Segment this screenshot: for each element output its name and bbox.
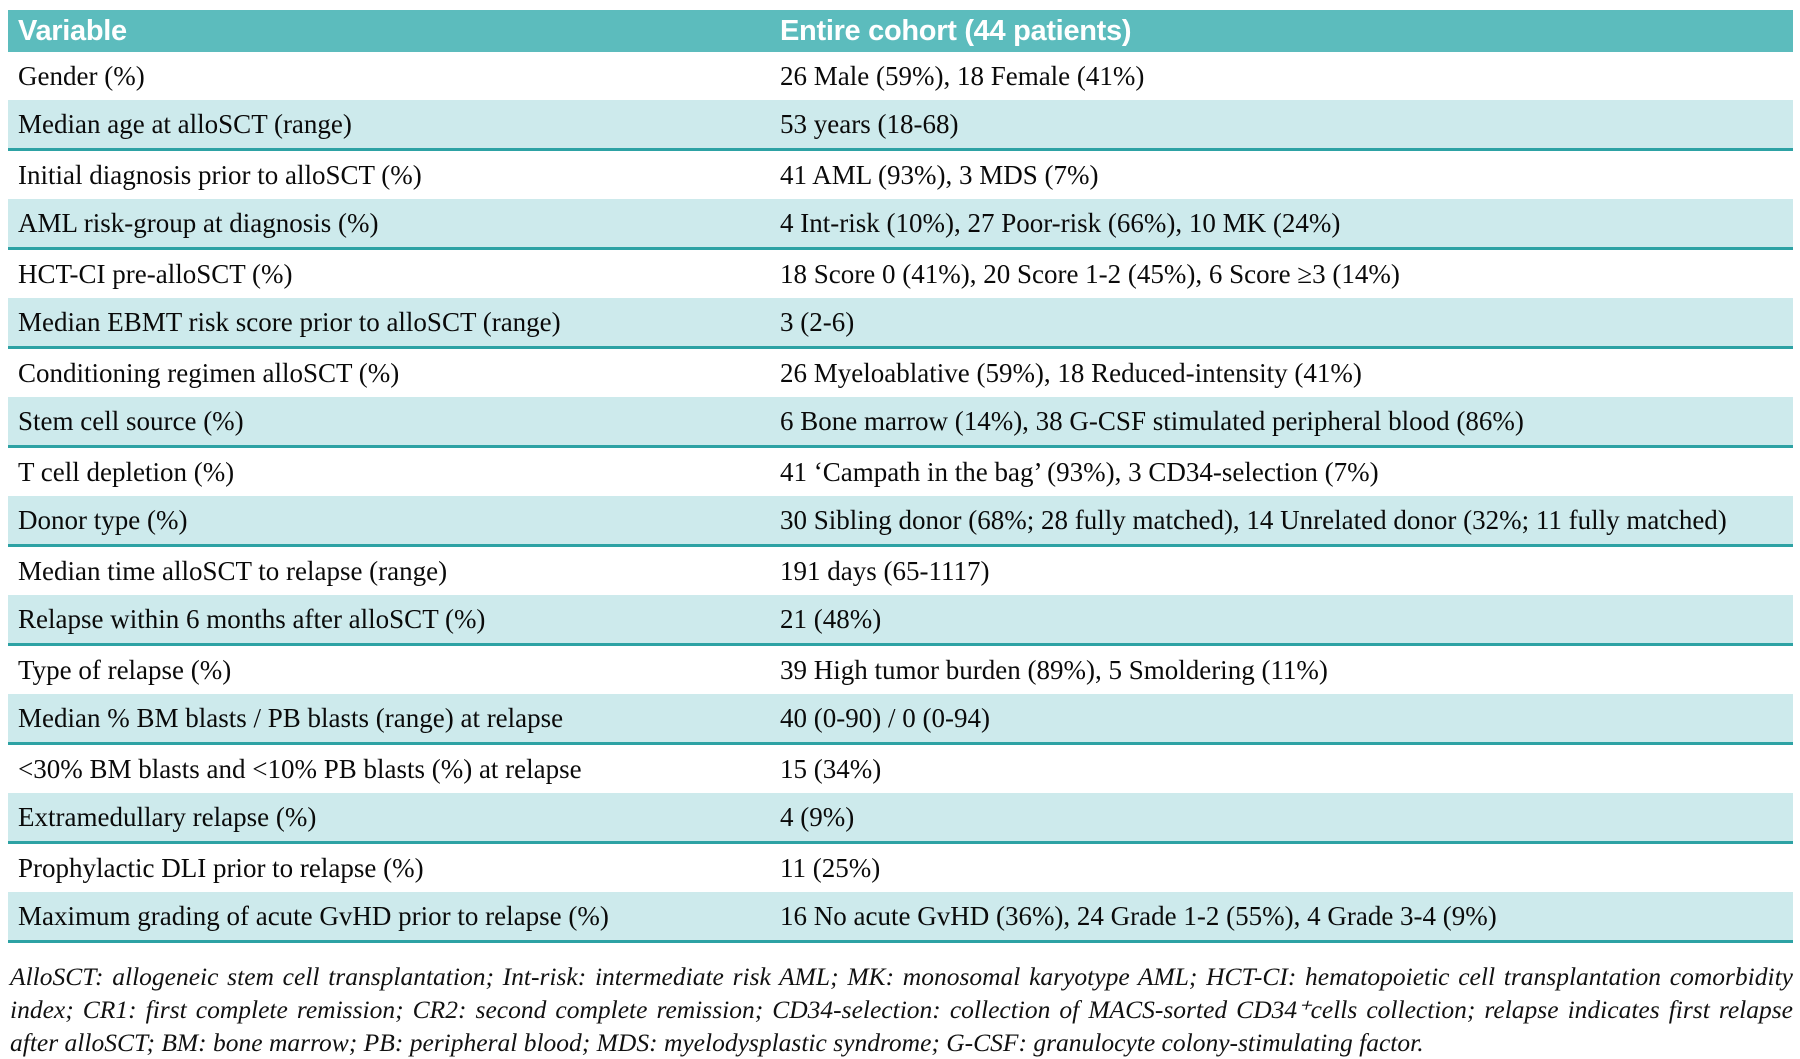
row-value-cell: 21 (48%): [770, 595, 1793, 646]
table-body: Gender (%) 26 Male (59%), 18 Female (41%…: [8, 52, 1793, 943]
table-row: AML risk-group at diagnosis (%) 4 Int-ri…: [8, 199, 1793, 250]
table-row: Median EBMT risk score prior to alloSCT …: [8, 298, 1793, 349]
table-footnote: AlloSCT: allogeneic stem cell transplant…: [10, 962, 1793, 1058]
table-row: Initial diagnosis prior to alloSCT (%) 4…: [8, 150, 1793, 200]
header-row: Variable Entire cohort (44 patients): [8, 10, 1793, 52]
table-row: T cell depletion (%) 41 ‘Campath in the …: [8, 447, 1793, 497]
row-variable-cell: Conditioning regimen alloSCT (%): [18, 357, 400, 388]
table-row: Donor type (%) 30 Sibling donor (68%; 28…: [8, 496, 1793, 547]
row-variable-cell: Gender (%): [18, 60, 145, 91]
row-value-cell: 26 Male (59%), 18 Female (41%): [780, 60, 1145, 91]
table-row: HCT-CI pre-alloSCT (%) 18 Score 0 (41%),…: [8, 249, 1793, 299]
table-row: Conditioning regimen alloSCT (%) 26 Myel…: [8, 348, 1793, 398]
row-variable-cell: Median EBMT risk score prior to alloSCT …: [8, 298, 770, 349]
row-variable-cell: Relapse within 6 months after alloSCT (%…: [8, 595, 770, 646]
row-variable-cell: AML risk-group at diagnosis (%): [8, 199, 770, 250]
row-variable-cell: <30% BM blasts and <10% PB blasts (%) at…: [18, 753, 582, 784]
row-value-cell: 39 High tumor burden (89%), 5 Smoldering…: [780, 654, 1328, 685]
row-value-cell: 16 No acute GvHD (36%), 24 Grade 1-2 (55…: [770, 892, 1793, 943]
row-variable-cell: Maximum grading of acute GvHD prior to r…: [8, 892, 770, 943]
table-row: Maximum grading of acute GvHD prior to r…: [8, 892, 1793, 943]
patient-characteristics-table: Variable Entire cohort (44 patients) Gen…: [8, 10, 1793, 943]
table-row: Median time alloSCT to relapse (range) 1…: [8, 546, 1793, 596]
row-value-cell: 191 days (65-1117): [780, 555, 990, 586]
row-value-cell: 30 Sibling donor (68%; 28 fully matched)…: [770, 496, 1793, 547]
table-row: Median % BM blasts / PB blasts (range) a…: [8, 694, 1793, 745]
row-value-cell: 18 Score 0 (41%), 20 Score 1-2 (45%), 6 …: [780, 258, 1400, 289]
row-variable-cell: Prophylactic DLI prior to relapse (%): [18, 852, 424, 883]
row-variable-cell: T cell depletion (%): [18, 456, 235, 487]
header-cohort: Entire cohort (44 patients): [770, 10, 1793, 52]
row-value-cell: 26 Myeloablative (59%), 18 Reduced-inten…: [780, 357, 1362, 388]
row-variable-cell: Median age at alloSCT (range): [8, 100, 770, 151]
table-row: Extramedullary relapse (%) 4 (9%): [8, 793, 1793, 844]
table-row: Prophylactic DLI prior to relapse (%) 11…: [8, 843, 1793, 893]
table-row: Median age at alloSCT (range) 53 years (…: [8, 100, 1793, 151]
row-value-cell: 53 years (18-68): [770, 100, 1793, 151]
row-value-cell: 15 (34%): [780, 753, 882, 784]
row-variable-cell: Median time alloSCT to relapse (range): [18, 555, 448, 586]
row-variable-cell: HCT-CI pre-alloSCT (%): [18, 258, 293, 289]
table-row: Relapse within 6 months after alloSCT (%…: [8, 595, 1793, 646]
row-value-cell: 4 Int-risk (10%), 27 Poor-risk (66%), 10…: [770, 199, 1793, 250]
row-value-cell: 3 (2-6): [770, 298, 1793, 349]
table-row: <30% BM blasts and <10% PB blasts (%) at…: [8, 744, 1793, 794]
table-header: Variable Entire cohort (44 patients): [8, 10, 1793, 52]
row-value-cell: 6 Bone marrow (14%), 38 G-CSF stimulated…: [770, 397, 1793, 448]
row-variable-cell: Initial diagnosis prior to alloSCT (%): [18, 159, 422, 190]
row-variable-cell: Stem cell source (%): [8, 397, 770, 448]
row-value-cell: 41 AML (93%), 3 MDS (7%): [780, 159, 1099, 190]
row-value-cell: 11 (25%): [780, 852, 881, 883]
row-variable-cell: Median % BM blasts / PB blasts (range) a…: [8, 694, 770, 745]
row-variable-cell: Extramedullary relapse (%): [8, 793, 770, 844]
row-value-cell: 40 (0-90) / 0 (0-94): [770, 694, 1793, 745]
table-row: Gender (%) 26 Male (59%), 18 Female (41%…: [8, 52, 1793, 100]
row-variable-cell: Type of relapse (%): [18, 654, 232, 685]
row-value-cell: 41 ‘Campath in the bag’ (93%), 3 CD34-se…: [780, 456, 1379, 487]
table-row: Type of relapse (%) 39 High tumor burden…: [8, 645, 1793, 695]
row-variable-cell: Donor type (%): [8, 496, 770, 547]
row-value-cell: 4 (9%): [770, 793, 1793, 844]
header-variable: Variable: [8, 10, 770, 52]
table-row: Stem cell source (%) 6 Bone marrow (14%)…: [8, 397, 1793, 448]
